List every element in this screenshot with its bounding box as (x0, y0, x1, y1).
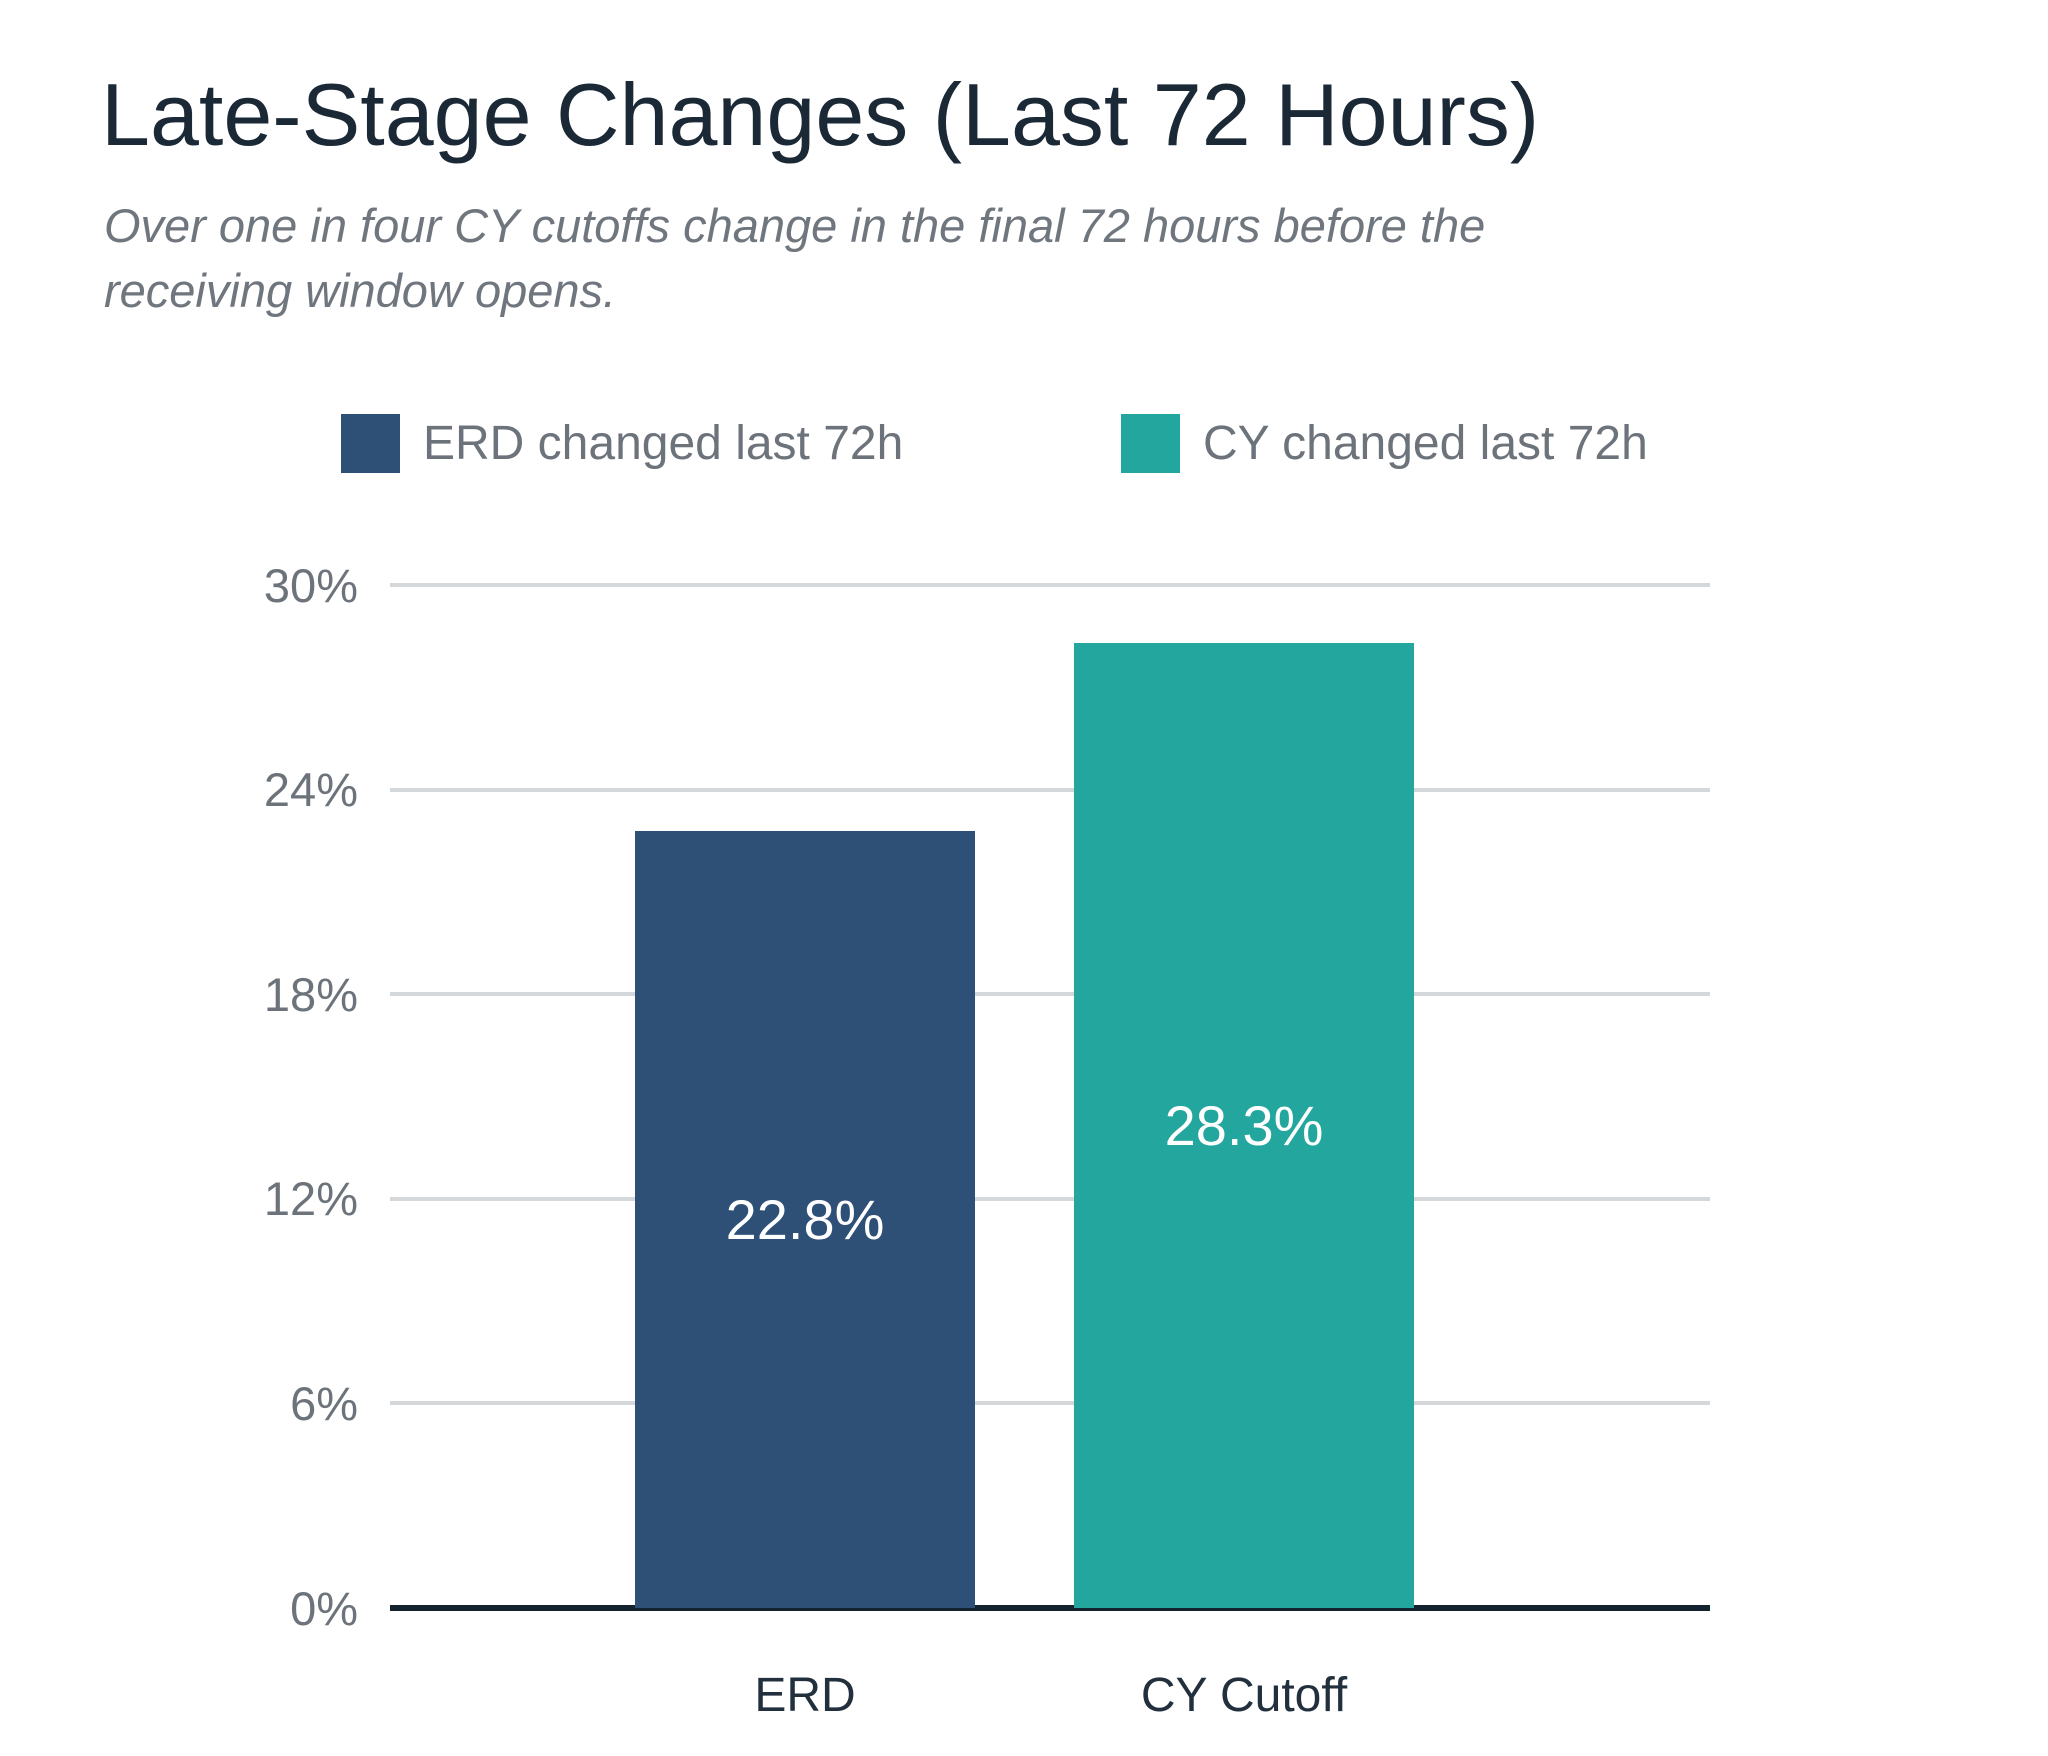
bar-erd[interactable]: 22.8% (635, 830, 975, 1608)
gridline-18% (390, 992, 1710, 997)
legend-label-cy: CY changed last 72h (1203, 416, 1648, 470)
legend-label-erd: ERD changed last 72h (423, 416, 904, 470)
legend-swatch-cy (1121, 413, 1180, 473)
legend-item-cy[interactable]: CY changed last 72h (1121, 413, 1648, 473)
y-tick-label-0%: 0% (290, 1581, 358, 1635)
legend-item-erd[interactable]: ERD changed last 72h (341, 413, 903, 473)
y-tick-label-30%: 30% (263, 558, 358, 612)
y-tick-label-24%: 24% (263, 763, 358, 817)
bar-cy-cutoff[interactable]: 28.3% (1074, 642, 1414, 1608)
gridline-6% (390, 1401, 1710, 1406)
y-tick-label-12%: 12% (263, 1172, 358, 1226)
bar-value-label-cy-cutoff: 28.3% (1164, 1093, 1324, 1157)
bar-value-label-erd: 22.8% (725, 1187, 885, 1251)
legend: ERD changed last 72h CY changed last 72h (0, 413, 2048, 473)
y-tick-label-6%: 6% (290, 1376, 358, 1430)
gridline-24% (390, 787, 1710, 792)
gridline-30% (390, 583, 1710, 587)
y-tick-label-18%: 18% (263, 967, 358, 1021)
x-axis-line (390, 1605, 1710, 1611)
gridline-12% (390, 1196, 1710, 1201)
x-category-label-cy-cutoff: CY Cutoff (1140, 1669, 1348, 1722)
chart-title: Late-Stage Changes (Last 72 Hours) (101, 65, 1540, 164)
legend-swatch-erd (341, 413, 400, 473)
x-category-label-erd: ERD (754, 1669, 856, 1722)
chart-subtitle: Over one in four CY cutoffs change in th… (104, 199, 1486, 317)
